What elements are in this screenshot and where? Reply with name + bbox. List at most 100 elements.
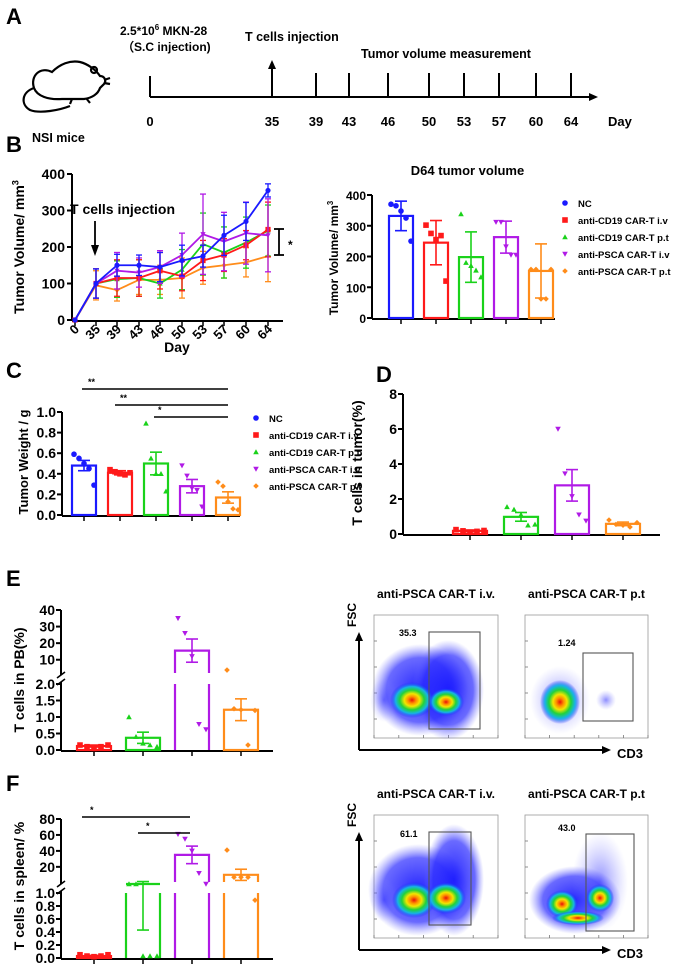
y-tick-label: 0.0 [37, 507, 57, 523]
data-point [203, 881, 209, 887]
y-tick-label: 100 [346, 281, 366, 295]
gate-value: 35.3 [399, 628, 417, 638]
bar-group-PSCAiv [173, 616, 211, 756]
data-point [511, 506, 517, 512]
flow-plot-2: anti-PSCA CAR-T p.t 43.0 [524, 787, 649, 939]
bar-group-PSCAiv [492, 219, 520, 324]
bar-group-CD19pt [502, 504, 540, 540]
y-tick-label: 1.0 [37, 404, 57, 420]
legend-item-CD19pt: anti-CD19 CAR-T p.t [562, 233, 670, 244]
data-point [147, 953, 153, 959]
y-tick-label: 0.0 [36, 950, 56, 966]
data-point [153, 471, 159, 477]
y-tick-label: 2 [389, 491, 397, 507]
legend-marker-circle-icon [562, 200, 568, 206]
series-line [74, 232, 269, 321]
y-axis-label: T cells in tumor(%) [349, 400, 365, 525]
y-axis-label: Tumor Volume/ mm3 [326, 200, 341, 315]
y-axis-label: FSC [345, 603, 359, 627]
gate-value: 1.24 [558, 638, 576, 648]
data-point [224, 847, 230, 853]
flow-density [530, 666, 616, 734]
data-point [189, 654, 195, 660]
data-point [243, 218, 249, 225]
data-point [513, 252, 519, 258]
data-point [91, 953, 97, 960]
data-point [498, 219, 504, 225]
y-tick-label: 20 [39, 859, 55, 875]
y-tick-label: 200 [42, 239, 66, 255]
axis-break-mark [56, 880, 66, 888]
data-point [433, 236, 439, 243]
data-point [504, 504, 510, 510]
data-point [238, 874, 244, 881]
y-axis-label: FSC [345, 803, 359, 827]
legend-item-PSCApt: anti-PSCA CAR-T p.t [253, 482, 362, 493]
flow-plot-1: anti-PSCA CAR-T i.v. 35.3 [370, 587, 499, 740]
data-point [86, 465, 92, 472]
y-tick-label: 0.6 [36, 911, 56, 927]
bar-group-CD19iv [75, 742, 113, 756]
y-tick-label: 0.5 [36, 726, 56, 742]
y-tick-label: 0.4 [37, 466, 57, 482]
y-tick-label: 1.5 [36, 693, 56, 709]
panel-letter-f: F [6, 771, 19, 796]
data-point [157, 264, 163, 270]
legend-label: anti-PSCA CAR-T p.t [269, 482, 362, 493]
data-point [105, 951, 111, 958]
data-point [148, 455, 154, 461]
y-tick-label: 1.0 [36, 885, 56, 901]
y-axis-label: Tumor Volume/ mm3 [10, 180, 27, 314]
data-point [77, 742, 83, 748]
data-point [136, 262, 142, 268]
y-tick-label: 20 [39, 635, 55, 651]
legend-item-CD19iv: anti-CD19 CAR-T i.v [253, 431, 359, 442]
density-region [426, 882, 466, 914]
x-axis-label: CD3 [617, 946, 643, 961]
data-point [184, 473, 190, 479]
y-tick-label: 400 [346, 189, 366, 203]
series-line [74, 229, 269, 321]
data-point [569, 494, 575, 500]
data-point [252, 707, 258, 714]
bar-group-PSCApt [604, 517, 642, 540]
mouse-label: NSI mice [32, 131, 85, 145]
annotation-arrow-icon [91, 245, 99, 256]
data-point [493, 219, 499, 225]
panel-letter-e: E [6, 566, 21, 591]
data-point [467, 529, 473, 536]
bar [106, 471, 134, 517]
legend-item-CD19iv: anti-CD19 CAR-T i.v [562, 216, 668, 227]
data-point [613, 521, 619, 528]
panel-letter-c: C [6, 358, 22, 383]
legend-item-NC: NC [562, 199, 592, 210]
data-point [627, 524, 633, 530]
data-point [463, 259, 469, 265]
y-tick-label: 0.6 [37, 445, 57, 461]
y-axis-label: T cells in spleen/ % [11, 821, 27, 950]
data-point [235, 507, 241, 513]
timeline-arrow-icon [589, 93, 598, 101]
x-tick-label: 35 [82, 322, 103, 343]
legend-label: anti-PSCA CAR-T i.v [578, 250, 670, 261]
y-tick-label: 1.0 [36, 709, 56, 725]
fsc-axis-arrow-icon [355, 832, 363, 841]
significance-label: ** [120, 393, 128, 403]
y-axis-label: Tumor Weight / g [16, 409, 31, 514]
legend-b: NC anti-CD19 CAR-T i.v anti-CD19 CAR-T p.t… [562, 199, 671, 278]
data-point [91, 745, 97, 752]
data-point [403, 215, 409, 221]
data-point [105, 742, 111, 748]
flow-plot-title: anti-PSCA CAR-T p.t [528, 587, 645, 601]
timeline-day-label: 43 [342, 114, 356, 129]
data-point [225, 498, 231, 505]
timeline-day-label: 60 [529, 114, 543, 129]
data-point [388, 201, 394, 208]
y-tick-label: 300 [42, 203, 66, 219]
data-point [231, 874, 237, 881]
legend-label: NC [578, 199, 592, 210]
gate-value: 43.0 [558, 823, 576, 833]
